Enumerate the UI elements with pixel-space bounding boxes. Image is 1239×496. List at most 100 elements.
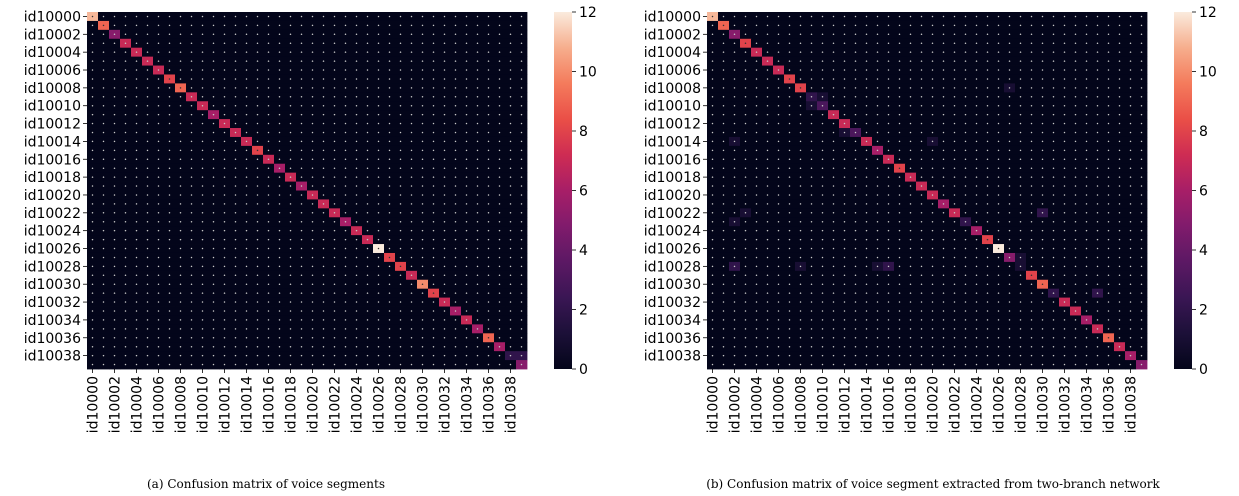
- cell-annotation: [799, 158, 802, 161]
- cell-annotation: [333, 78, 336, 80]
- cell-annotation: [843, 131, 846, 134]
- cell-annotation: [1063, 167, 1066, 169]
- cell-annotation: [454, 87, 457, 89]
- cell-annotation: [520, 78, 523, 80]
- cell-annotation: [113, 33, 116, 36]
- cell-annotation: [289, 238, 292, 241]
- cell-annotation: [190, 212, 193, 214]
- cell-annotation: [1074, 96, 1077, 98]
- cell-annotation: [399, 319, 402, 321]
- cell-annotation: [953, 60, 956, 62]
- cell-annotation: [920, 167, 923, 169]
- cell-annotation: [157, 194, 160, 196]
- cell-annotation: [179, 247, 182, 250]
- cell-annotation: [931, 69, 934, 71]
- cell-annotation: [113, 24, 116, 27]
- cell-annotation: [711, 194, 714, 196]
- cell-annotation: [245, 185, 248, 187]
- cell-annotation: [454, 247, 457, 250]
- cell-annotation: [832, 15, 835, 18]
- cell-annotation: [212, 229, 215, 232]
- cell-annotation: [465, 60, 468, 62]
- cell-annotation: [421, 229, 424, 232]
- cell-annotation: [454, 212, 457, 214]
- cell-annotation: [300, 194, 303, 196]
- cell-annotation: [91, 345, 94, 348]
- cell-annotation: [487, 328, 490, 330]
- cell-annotation: [245, 301, 248, 303]
- cell-annotation: [245, 220, 248, 223]
- cell-annotation: [322, 301, 325, 303]
- cell-annotation: [1008, 194, 1011, 196]
- cell-annotation: [1041, 42, 1044, 44]
- cell-annotation: [399, 24, 402, 27]
- cell-annotation: [733, 131, 736, 134]
- cell-annotation: [179, 122, 182, 125]
- cell-annotation: [876, 15, 879, 18]
- cell-annotation: [146, 140, 149, 143]
- cell-annotation: [179, 256, 182, 259]
- cell-annotation: [377, 51, 380, 53]
- cell-annotation: [245, 113, 248, 116]
- cell-annotation: [124, 42, 127, 44]
- cell-annotation: [876, 131, 879, 134]
- cell-annotation: [212, 96, 215, 98]
- cell-annotation: [1118, 140, 1121, 143]
- cell-annotation: [234, 176, 237, 178]
- cell-annotation: [997, 87, 1000, 89]
- cell-annotation: [300, 176, 303, 178]
- cell-annotation: [267, 131, 270, 134]
- cell-annotation: [1008, 140, 1011, 143]
- cell-annotation: [520, 42, 523, 44]
- cell-annotation: [777, 158, 780, 161]
- cell-annotation: [799, 104, 802, 107]
- cell-annotation: [487, 256, 490, 259]
- cell-annotation: [410, 220, 413, 223]
- cell-annotation: [909, 194, 912, 196]
- cell-annotation: [788, 194, 791, 196]
- cell-annotation: [223, 292, 226, 294]
- y-tick-label: id10034: [24, 313, 81, 329]
- cell-annotation: [487, 167, 490, 169]
- cell-annotation: [322, 60, 325, 62]
- cell-annotation: [454, 337, 457, 339]
- cell-annotation: [465, 337, 468, 339]
- cell-annotation: [520, 51, 523, 53]
- cell-annotation: [755, 194, 758, 196]
- cell-annotation: [168, 78, 171, 80]
- cell-annotation: [157, 265, 160, 268]
- cell-annotation: [975, 87, 978, 89]
- cell-annotation: [256, 256, 259, 259]
- cell-annotation: [212, 220, 215, 223]
- cell-annotation: [322, 256, 325, 259]
- cell-annotation: [300, 283, 303, 285]
- cell-annotation: [821, 24, 824, 27]
- cell-annotation: [432, 15, 435, 18]
- cell-annotation: [190, 167, 193, 169]
- cell-annotation: [344, 167, 347, 169]
- cell-annotation: [909, 69, 912, 71]
- cell-annotation: [333, 42, 336, 44]
- cell-annotation: [289, 203, 292, 205]
- cell-annotation: [942, 185, 945, 187]
- x-tick-label: id10008: [174, 376, 190, 433]
- cell-annotation: [201, 310, 204, 312]
- cell-annotation: [146, 42, 149, 44]
- cell-annotation: [1096, 185, 1099, 187]
- cell-annotation: [91, 113, 94, 116]
- cell-annotation: [289, 283, 292, 285]
- cell-annotation: [421, 60, 424, 62]
- cell-annotation: [711, 104, 714, 107]
- cell-annotation: [711, 69, 714, 71]
- cell-annotation: [733, 113, 736, 116]
- y-tick-label: id10020: [24, 188, 81, 204]
- cell-annotation: [1063, 33, 1066, 36]
- cell-annotation: [201, 345, 204, 348]
- cell-annotation: [366, 51, 369, 53]
- cell-annotation: [245, 345, 248, 348]
- cell-annotation: [744, 113, 747, 116]
- cell-annotation: [146, 220, 149, 223]
- cell-annotation: [267, 337, 270, 339]
- cell-annotation: [821, 194, 824, 196]
- cell-annotation: [322, 42, 325, 44]
